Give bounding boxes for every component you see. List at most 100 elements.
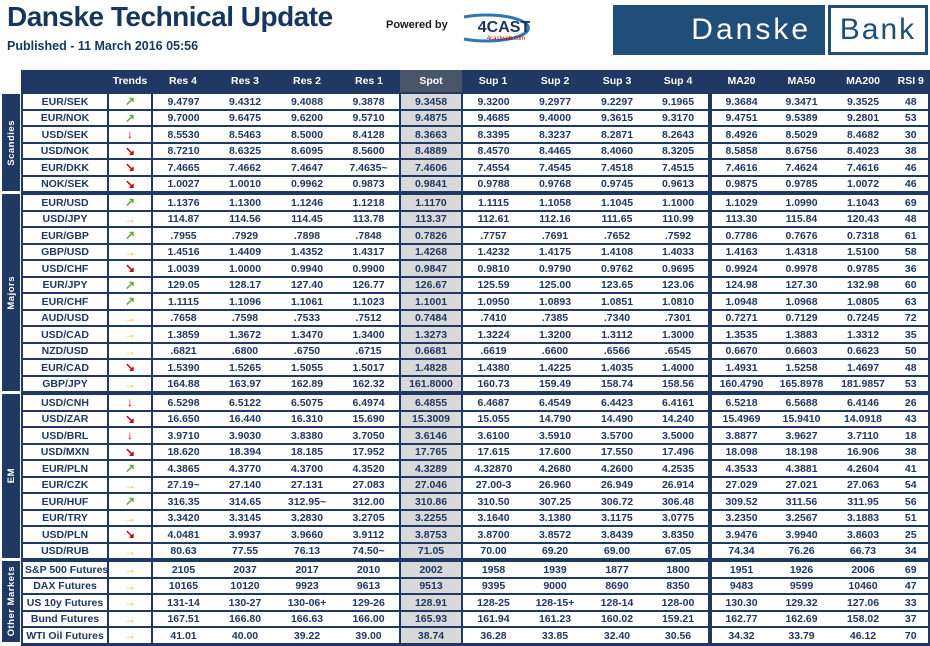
spot-cell: 8.4889: [399, 141, 463, 159]
value-cell: 0.9924: [708, 259, 771, 277]
value-cell: 6.4146: [832, 391, 894, 411]
value-cell: 9.4797: [152, 92, 214, 110]
value-cell: 129.05: [152, 275, 214, 293]
table-row: USD/ZAR ↘ 16.650 16.440 16.310 15.690 15.3009 1…: [22, 409, 929, 427]
trend-cell: →: [108, 242, 153, 260]
value-cell: 46.12: [832, 626, 894, 644]
value-cell: 316.35: [152, 492, 214, 510]
trend-cell: →: [108, 593, 153, 611]
value-cell: 0.9978: [771, 259, 832, 277]
spot-cell: 7.4606: [399, 158, 463, 176]
pair-cell: USD/PLN: [22, 525, 109, 543]
trend-down-icon: ↘: [124, 527, 136, 541]
value-cell: 6.4423: [586, 391, 648, 411]
value-cell: 1.0810: [648, 292, 710, 310]
value-cell: 4.3520: [338, 459, 400, 477]
value-cell: 162.77: [708, 609, 771, 627]
value-cell: 125.59: [462, 275, 524, 293]
spot-cell: 2002: [399, 558, 463, 578]
value-cell: 1.3400: [338, 325, 400, 343]
value-cell: 4.2680: [524, 459, 586, 477]
value-cell: 7.4647: [276, 158, 338, 176]
value-cell: 9.4000: [524, 108, 586, 126]
group-label-text: Majors: [5, 275, 17, 310]
value-cell: 130-06+: [276, 593, 338, 611]
value-cell: 1.4317: [338, 242, 400, 260]
value-cell: 27.083: [338, 475, 400, 493]
value-cell: 311.56: [771, 492, 832, 510]
table-row: EUR/NOK ↗ 9.7000 9.6475 9.6200 9.5710 9.4875 9.…: [22, 108, 929, 126]
spot-cell: 38.74: [399, 626, 463, 644]
value-cell: 113.78: [338, 209, 400, 227]
column-header-Sup 4: Sup 4: [648, 70, 710, 93]
value-cell: 7.4665: [152, 158, 214, 176]
spot-cell: 1.4268: [399, 242, 463, 260]
value-cell: .7340: [586, 308, 648, 326]
value-cell: 128-15+: [524, 593, 586, 611]
value-cell: 18.198: [771, 442, 832, 460]
trend-cell: ↗: [108, 108, 153, 126]
value-cell: 166.00: [338, 609, 400, 627]
value-cell: .7658: [152, 308, 214, 326]
spot-cell: 17.765: [399, 442, 463, 460]
value-cell: 9.3471: [771, 92, 832, 110]
value-cell: 128-25: [462, 593, 524, 611]
trend-down-icon: ↘: [124, 261, 136, 275]
value-cell: 132.98: [832, 275, 894, 293]
value-cell: 1.5055: [276, 358, 338, 376]
value-cell: 3.8380: [276, 426, 338, 444]
value-cell: 38: [894, 141, 929, 159]
spot-cell: 9513: [399, 576, 463, 594]
value-cell: 74.50~: [338, 541, 400, 560]
value-cell: 1.3470: [276, 325, 338, 343]
value-cell: 3.9660: [276, 525, 338, 543]
spot-cell: 8.3663: [399, 125, 463, 143]
value-cell: 9.3525: [832, 92, 894, 110]
pair-cell: EUR/JPY: [22, 275, 109, 293]
value-cell: 50: [894, 341, 929, 359]
value-cell: 70: [894, 626, 929, 644]
value-cell: 35: [894, 325, 929, 343]
value-cell: 1.0968: [771, 292, 832, 310]
value-cell: 1.1218: [338, 191, 400, 211]
value-cell: 1.0948: [708, 292, 771, 310]
spot-cell: 9.4875: [399, 108, 463, 126]
value-cell: 127.40: [276, 275, 338, 293]
value-cell: .6566: [586, 341, 648, 359]
column-header-Res 4: Res 4: [152, 70, 214, 93]
value-cell: 8.2871: [586, 125, 648, 143]
value-cell: .7929: [214, 226, 276, 244]
value-cell: 10165: [152, 576, 214, 594]
value-cell: 113.30: [708, 209, 771, 227]
value-cell: .7848: [338, 226, 400, 244]
value-cell: .7592: [648, 226, 710, 244]
column-header-RSI 9: RSI 9: [894, 70, 929, 93]
spot-cell: 0.9847: [399, 259, 463, 277]
value-cell: 3.8603: [832, 525, 894, 543]
value-cell: 9.2801: [832, 108, 894, 126]
value-cell: 158.56: [648, 374, 710, 393]
pair-cell: S&P 500 Futures: [22, 558, 109, 578]
spot-cell: 71.05: [399, 541, 463, 560]
trend-cell: ↘: [108, 259, 153, 277]
value-cell: 17.600: [524, 442, 586, 460]
value-cell: 1939: [524, 558, 586, 578]
trend-down-icon: ↘: [124, 176, 136, 191]
value-cell: 17.615: [462, 442, 524, 460]
danske-logo-left: Danske: [613, 5, 825, 55]
table-row: USD/SEK ↓ 8.5530 8.5463 8.5000 8.4128 8.3663 8.…: [22, 125, 929, 143]
value-cell: 53: [894, 374, 929, 393]
value-cell: 130.30: [708, 593, 771, 611]
pair-cell: NZD/USD: [22, 341, 109, 359]
value-cell: 33.79: [771, 626, 832, 644]
value-cell: 3.9937: [214, 525, 276, 543]
page-title: Danske Technical Update: [7, 1, 333, 32]
value-cell: 8.4465: [524, 141, 586, 159]
value-cell: 3.5000: [648, 426, 710, 444]
value-cell: 9.2297: [586, 92, 648, 110]
value-cell: 1.4931: [708, 358, 771, 376]
value-cell: 314.65: [214, 492, 276, 510]
value-cell: 181.9857: [832, 374, 894, 393]
value-cell: 26: [894, 391, 929, 411]
trend-flat-icon: →: [124, 477, 136, 492]
